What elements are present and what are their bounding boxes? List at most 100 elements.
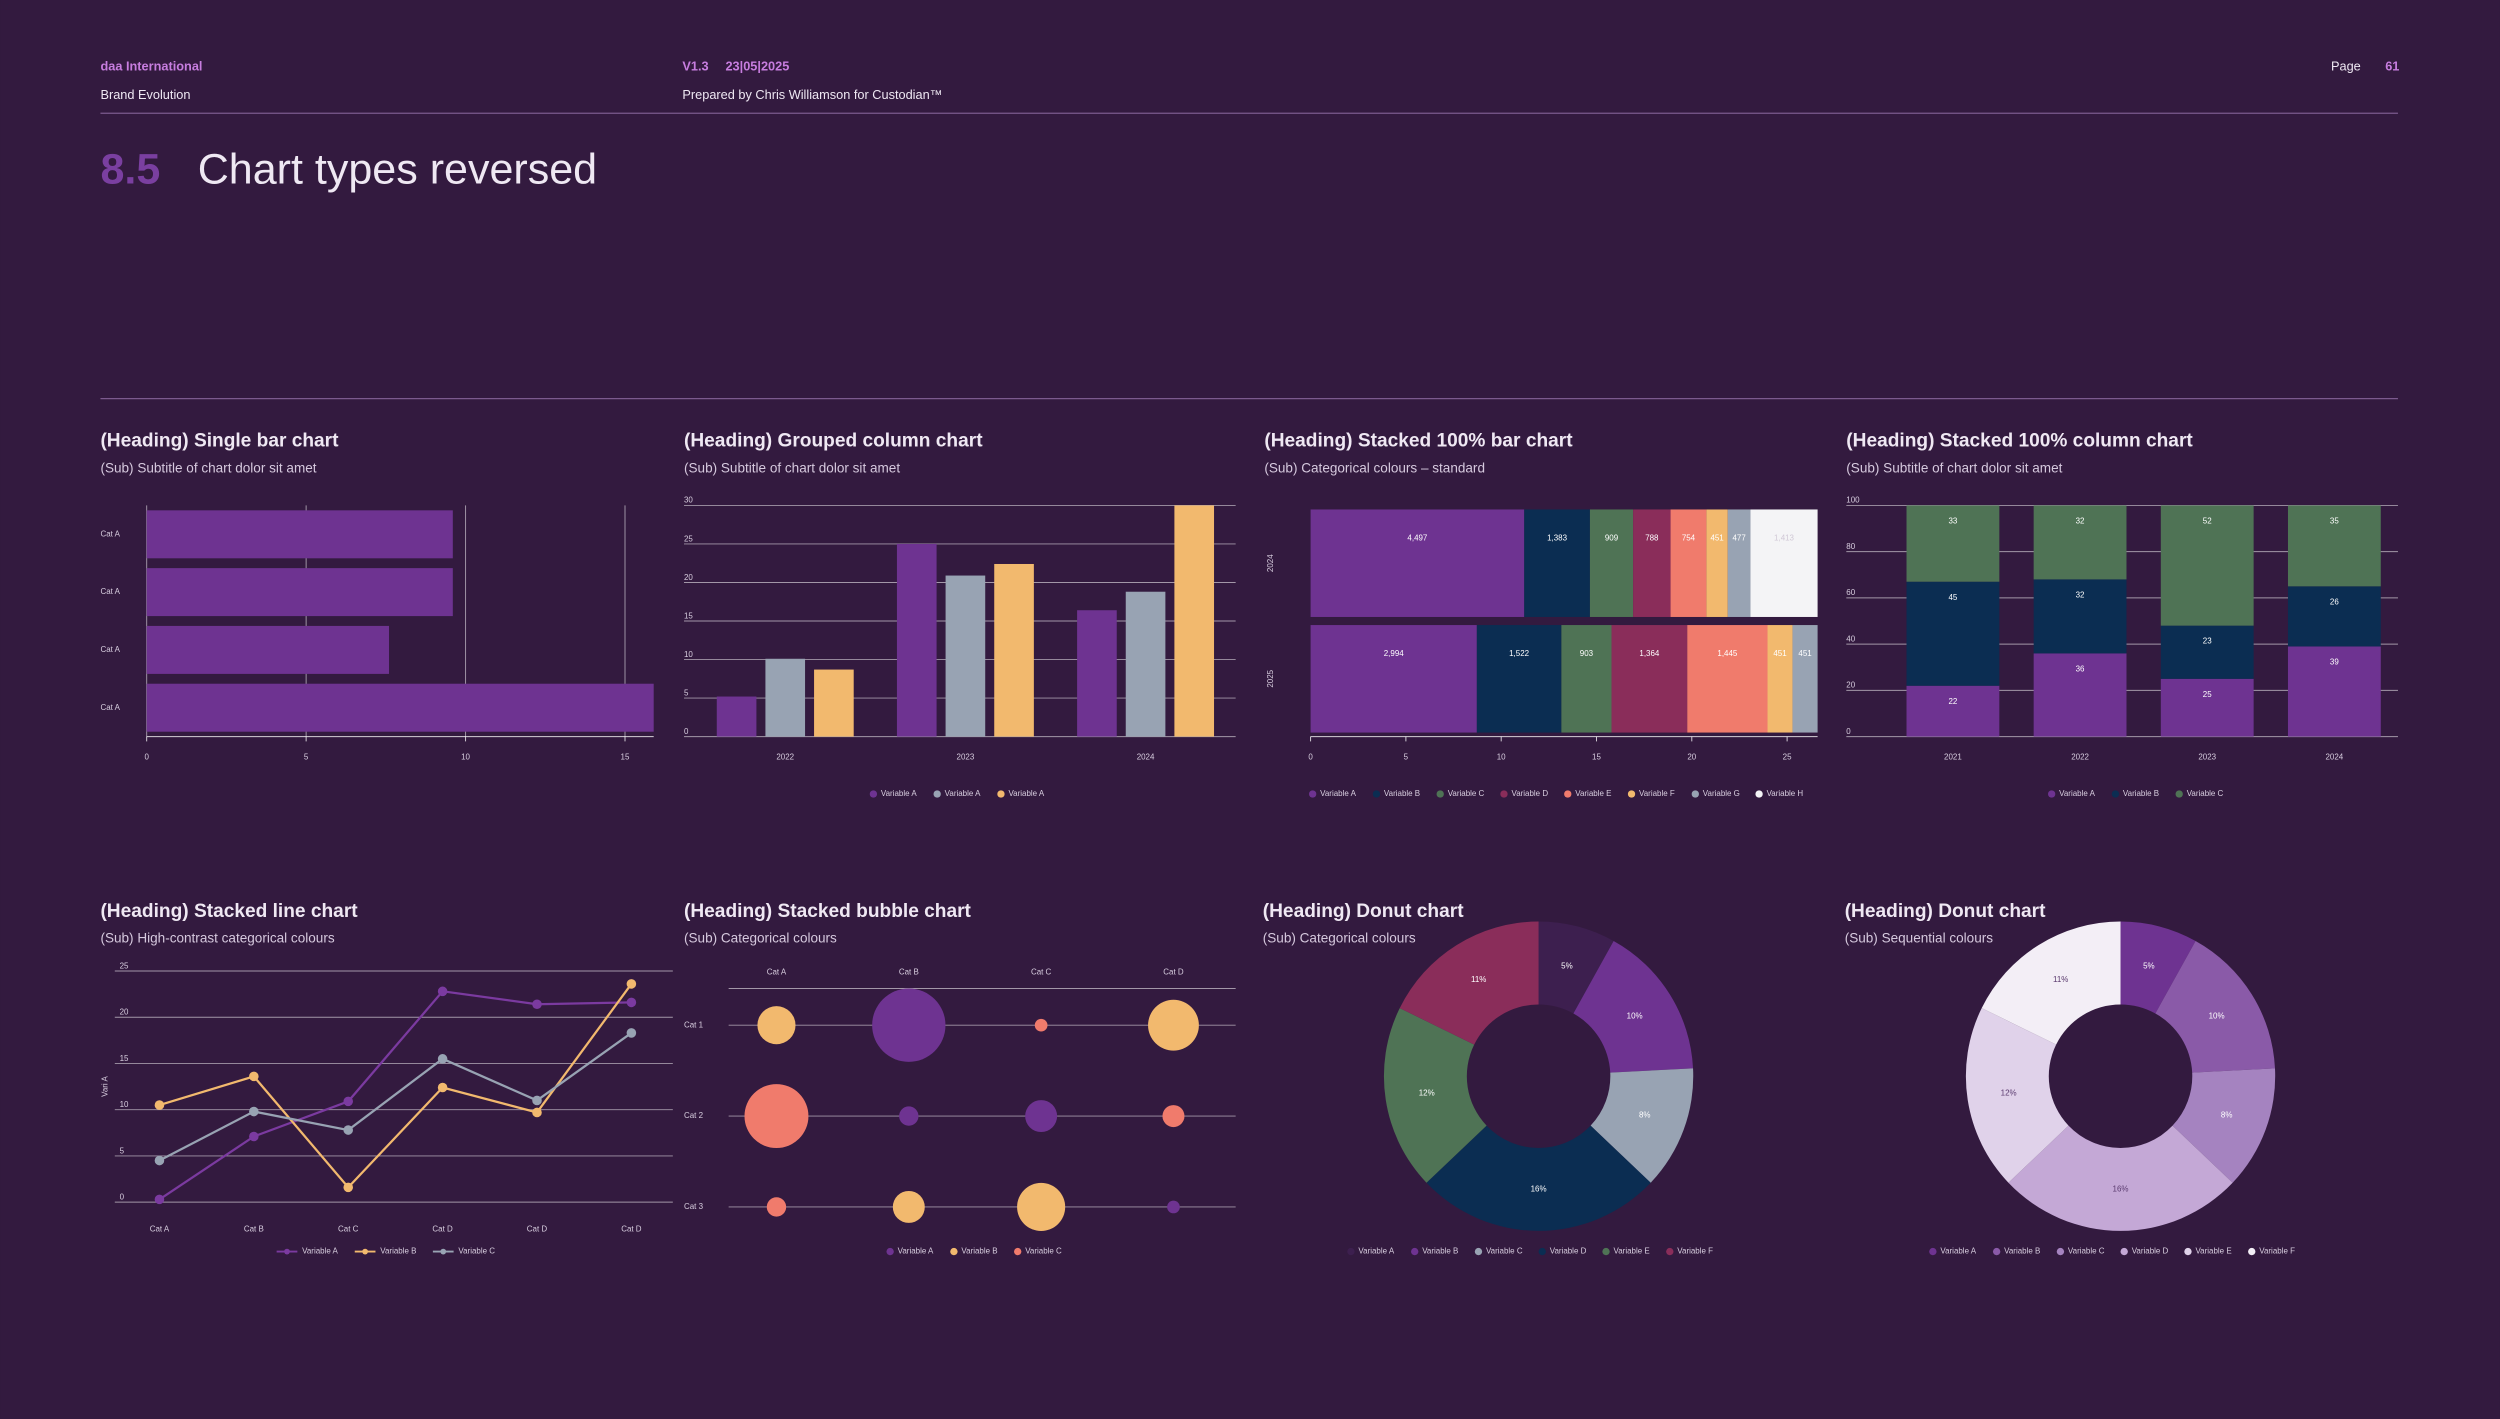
bar-segment (1561, 625, 1612, 733)
bar-segment (2033, 653, 2127, 737)
donut-segment (2155, 940, 2275, 1073)
legend-marker (1929, 1247, 1937, 1256)
bar-segment (1524, 509, 1590, 617)
chart-subtitle: (Sub) Categorical colours (684, 931, 837, 946)
bar-segment (2287, 586, 2381, 647)
legend-label: Variable E (1575, 789, 1611, 798)
x-category-label: Cat D (527, 1224, 548, 1233)
y-tick-label: 40 (1846, 634, 1855, 643)
bubble (872, 988, 946, 1062)
data-label: 11% (1471, 975, 1486, 984)
x-category-label: Cat D (1163, 968, 1184, 977)
bar-segment (2287, 505, 2381, 587)
legend-label: Variable C (458, 1247, 495, 1256)
data-point (532, 999, 542, 1010)
donut-segment (2172, 1068, 2276, 1183)
legend-label: Variable C (2068, 1247, 2105, 1256)
legend-marker (997, 790, 1005, 798)
x-category-label: 2022 (2071, 752, 2089, 761)
data-label: 25 (2203, 690, 2212, 699)
series-line (159, 983, 633, 1190)
legend-label: Variable H (1767, 789, 1804, 798)
legend-marker (869, 790, 878, 798)
legend-label: Variable B (380, 1247, 416, 1256)
y-category-label: 2024 (1266, 554, 1275, 572)
legend-label: Variable F (2259, 1247, 2295, 1256)
data-point (626, 1028, 637, 1038)
bar-segment (2160, 505, 2254, 626)
bar (1125, 591, 1166, 737)
data-point (343, 1096, 354, 1107)
bubble (1034, 1018, 1048, 1032)
legend-label: Variable B (2004, 1247, 2040, 1256)
legend-marker (2056, 1247, 2065, 1256)
bar-segment (1310, 625, 1477, 733)
legend-marker (1372, 790, 1381, 798)
legend-marker (1564, 790, 1572, 798)
legend-label: Variable A (1940, 1247, 1976, 1256)
x-category-label: Cat B (899, 968, 919, 977)
y-tick-label: 20 (1846, 681, 1855, 690)
x-tick-label: 15 (1592, 752, 1601, 761)
bar-segment (1687, 625, 1768, 733)
legend-label: Variable A (1320, 789, 1356, 798)
y-tick-label: 20 (120, 1008, 129, 1017)
y-tick-label: 10 (120, 1100, 129, 1109)
y-tick-label: 5 (120, 1146, 125, 1155)
y-category-label: Cat A (100, 529, 120, 538)
donut-segment (1965, 1008, 2069, 1183)
data-label: 12% (1419, 1088, 1435, 1097)
chart-heading: (Heading) Grouped column chart (684, 431, 983, 452)
y-tick-label: 30 (684, 496, 693, 505)
bar-segment (1906, 581, 2000, 686)
y-tick-label: 5 (684, 688, 689, 697)
page-number: 61 (2385, 58, 2399, 73)
chart-heading: (Heading) Stacked bubble chart (684, 901, 972, 922)
legend-marker (2120, 1247, 2128, 1256)
data-label: 754 (1682, 533, 1696, 542)
data-label: 36 (2076, 664, 2085, 673)
data-label: 1,445 (1717, 649, 1738, 658)
data-label: 11% (2053, 975, 2068, 984)
section-title: Chart types reversed (198, 146, 597, 194)
x-category-label: 2023 (2198, 752, 2216, 761)
data-label: 1,383 (1547, 533, 1568, 542)
legend-marker (950, 1247, 958, 1256)
legend-label: Variable A (1358, 1247, 1394, 1256)
bar-segment (2160, 678, 2254, 737)
bar (146, 625, 390, 674)
donut-segment (2008, 1125, 2233, 1231)
x-category-label: 2022 (776, 752, 794, 761)
bubble (1017, 1182, 1066, 1231)
chart-heading: (Heading) Stacked 100% bar chart (1264, 431, 1573, 452)
y-category-label: Cat A (100, 703, 120, 712)
chart-subtitle: (Sub) Categorical colours – standard (1264, 460, 1485, 475)
data-label: 788 (1645, 533, 1659, 542)
legend-marker (1436, 790, 1444, 798)
bar-segment (1589, 509, 1634, 617)
legend-marker (2047, 790, 2056, 798)
x-category-label: 2021 (1944, 752, 1962, 761)
y-tick-label: 15 (120, 1054, 129, 1063)
chart-heading: (Heading) Donut chart (1263, 901, 1464, 922)
data-point (249, 1131, 259, 1142)
legend-label: Variable C (2187, 789, 2224, 798)
y-category-label: Cat 3 (684, 1202, 704, 1211)
bar-segment (1767, 625, 1793, 733)
x-category-label: Cat D (621, 1224, 642, 1233)
legend-label: Variable A (945, 789, 981, 798)
page-label: Page (2331, 58, 2361, 73)
chart-subtitle: (Sub) Subtitle of chart dolor sit amet (684, 460, 900, 475)
data-point (154, 1100, 165, 1110)
legend-marker (1014, 1247, 1022, 1256)
data-point (532, 1095, 542, 1106)
chart-subtitle: (Sub) Subtitle of chart dolor sit amet (1846, 460, 2062, 475)
x-category-label: Cat C (338, 1224, 359, 1233)
bar-segment (1750, 509, 1818, 617)
bubble (1148, 999, 1199, 1051)
legend-label: Variable A (898, 1247, 934, 1256)
x-category-label: Cat A (150, 1224, 170, 1233)
donut-segment (2120, 921, 2196, 1014)
data-label: 8% (1639, 1111, 1651, 1120)
x-tick-label: 5 (1404, 752, 1409, 761)
